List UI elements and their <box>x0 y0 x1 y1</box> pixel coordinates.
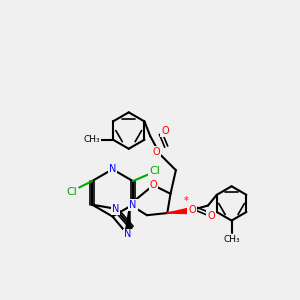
Polygon shape <box>167 208 189 214</box>
Text: O: O <box>153 147 160 157</box>
Text: CH₃: CH₃ <box>83 135 100 144</box>
Text: CH₃: CH₃ <box>223 235 240 244</box>
Text: *: * <box>184 196 189 206</box>
Text: Cl: Cl <box>66 187 77 197</box>
Text: O: O <box>150 180 157 190</box>
Text: N: N <box>124 230 131 239</box>
Text: N: N <box>112 204 119 214</box>
Text: N: N <box>129 200 137 210</box>
Text: Cl: Cl <box>149 167 160 176</box>
Text: N: N <box>109 164 116 174</box>
Text: O: O <box>188 205 196 215</box>
Polygon shape <box>125 205 130 235</box>
Text: O: O <box>207 211 215 221</box>
Text: O: O <box>161 126 169 136</box>
